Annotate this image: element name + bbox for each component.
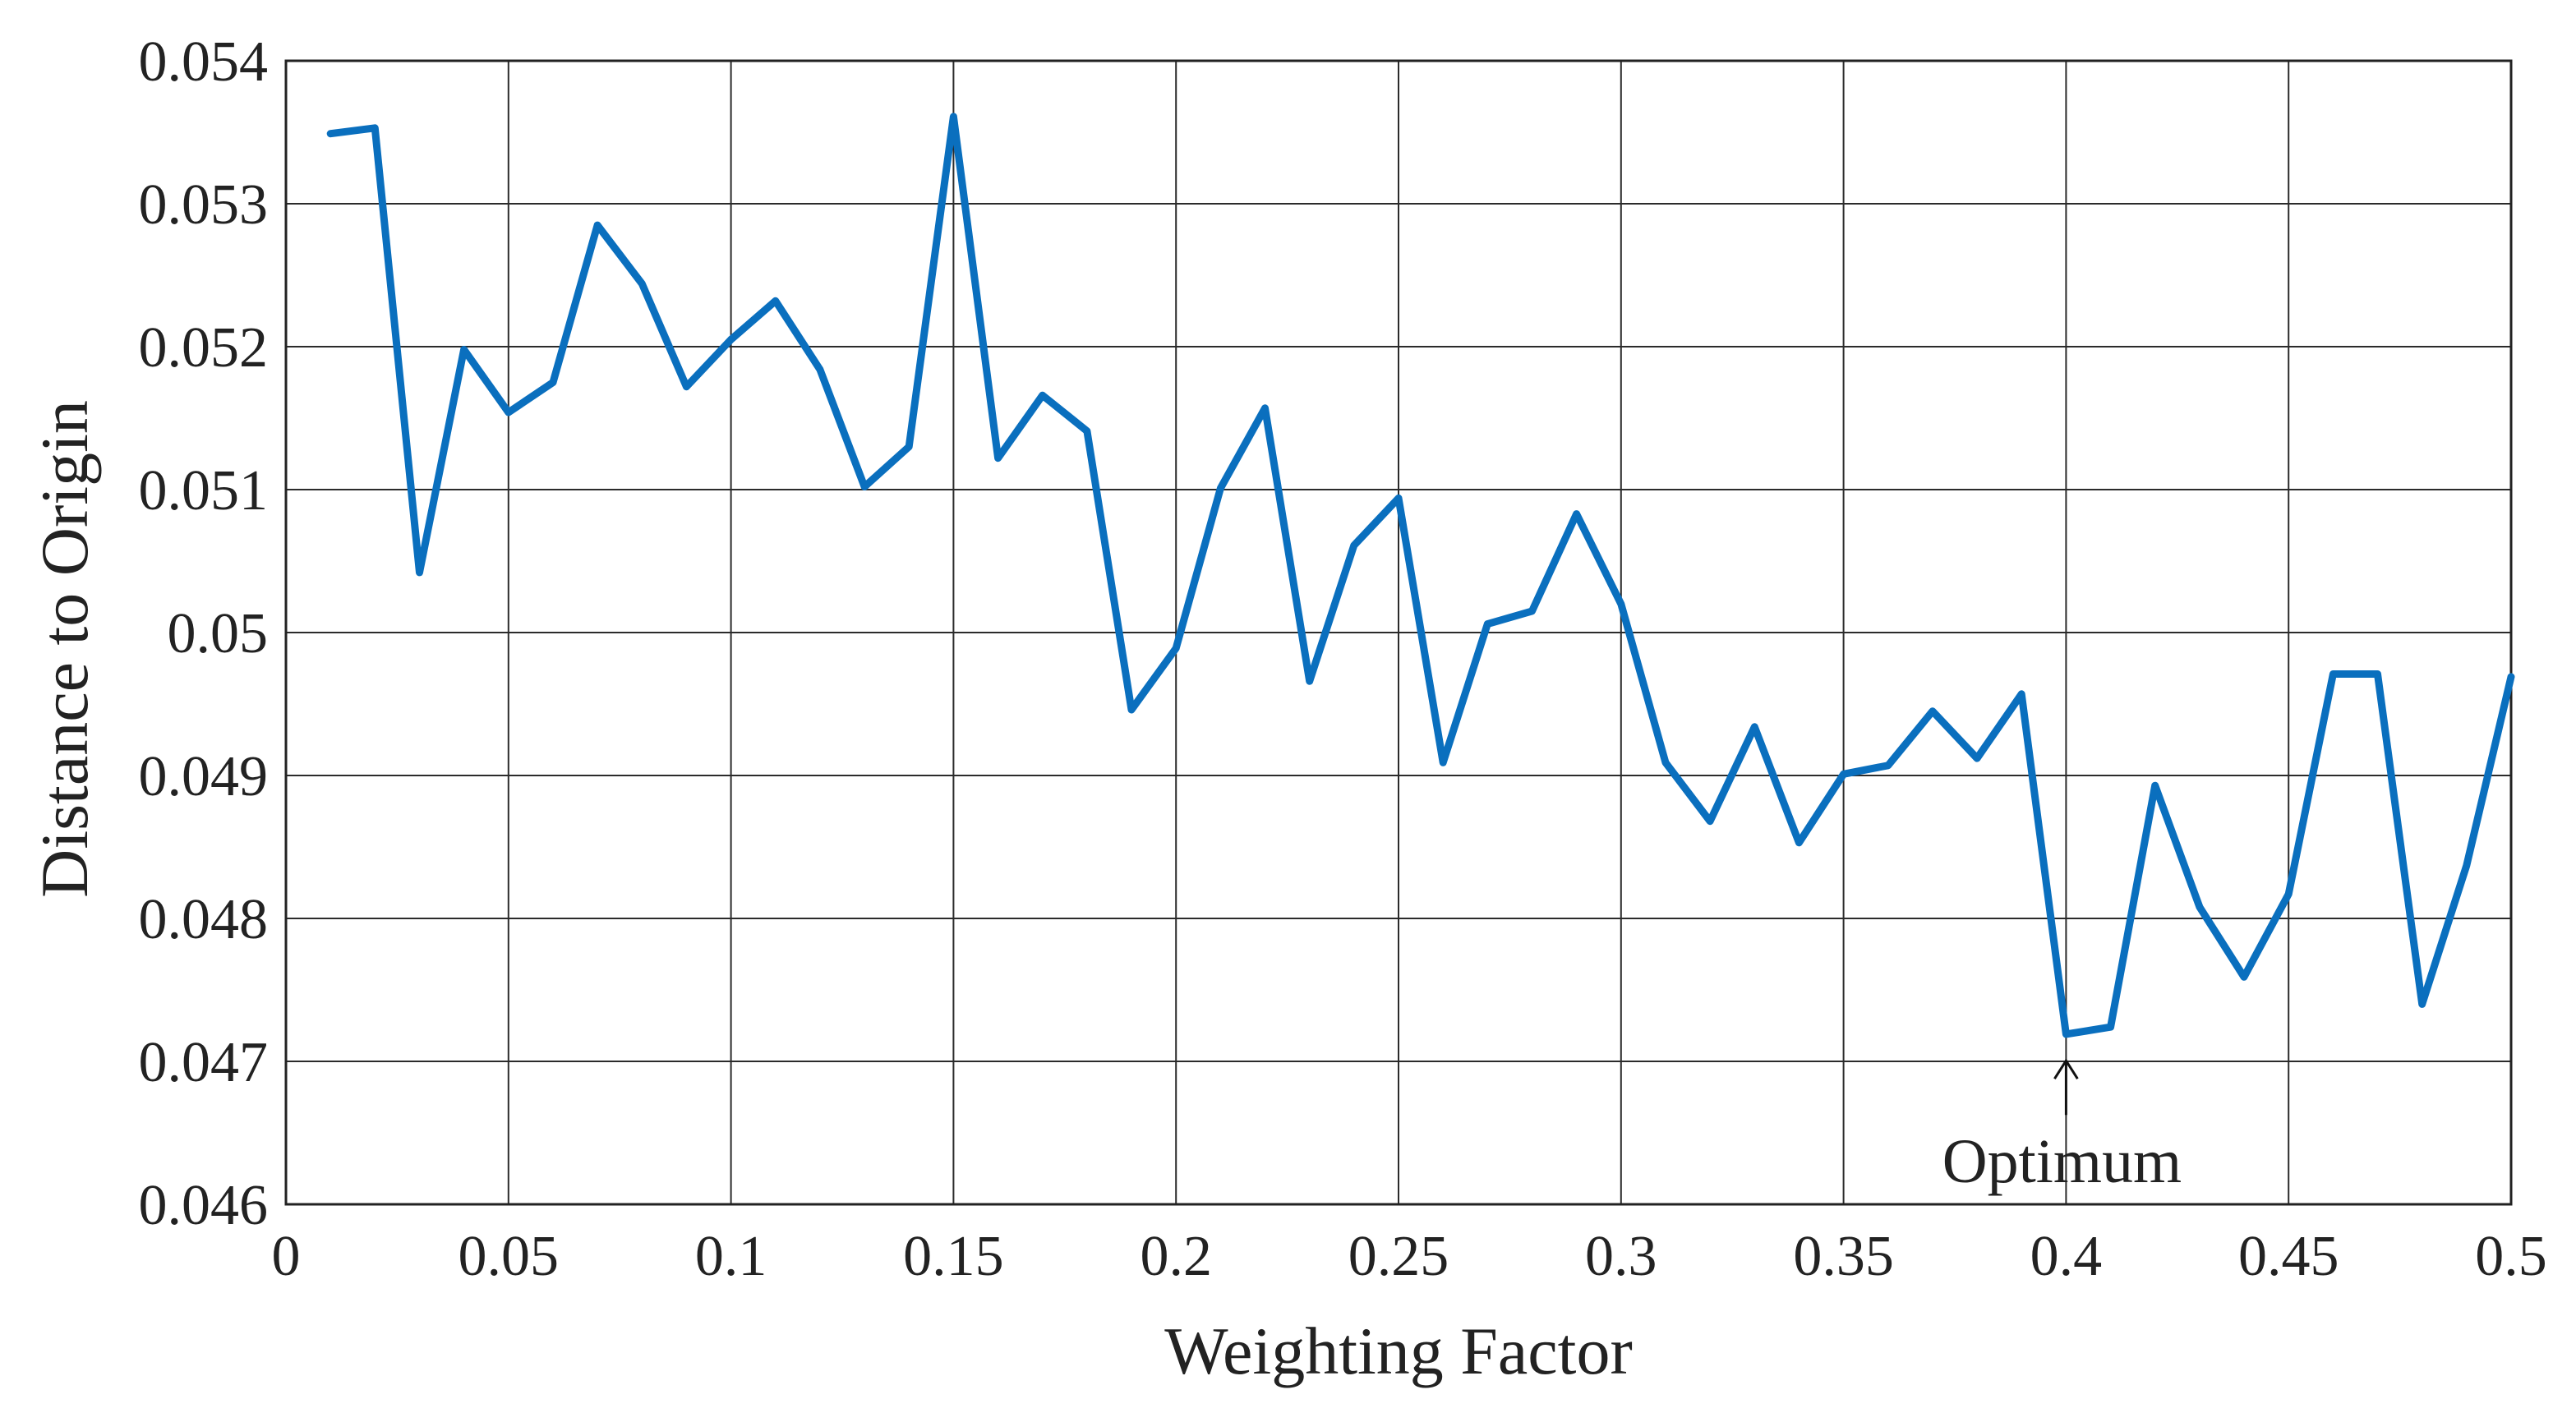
x-tick-label: 0.15 <box>903 1225 1004 1288</box>
series <box>326 113 2515 1038</box>
x-tick-label: 0.45 <box>2238 1225 2339 1288</box>
series-line <box>326 113 2515 1038</box>
x-tick-label: 0.4 <box>2030 1225 2103 1288</box>
plot-frame <box>284 59 2513 1206</box>
y-tick-label: 0.051 <box>139 459 269 522</box>
x-tick-label: 0.3 <box>1585 1225 1657 1288</box>
x-tick-label: 0 <box>272 1225 301 1288</box>
optimum-arrow-head <box>2053 1058 2079 1080</box>
y-axis-label: Distance to Origin <box>27 400 102 898</box>
y-tick-label: 0.048 <box>139 888 269 951</box>
x-tick-label: 0.2 <box>1140 1225 1212 1288</box>
y-tick-label: 0.054 <box>139 30 269 94</box>
grid <box>285 60 2512 1205</box>
optimum-annotation-label: Optimum <box>1942 1127 2182 1196</box>
y-tick-label: 0.053 <box>139 173 269 237</box>
x-tick-label: 0.25 <box>1348 1225 1449 1288</box>
y-tick-label: 0.046 <box>139 1174 269 1237</box>
annotations: Optimum <box>1942 1058 2182 1196</box>
axes: 0 0.05 0.1 0.15 0.2 0.25 0.3 0.35 0.4 0.45 0.5 0.04… <box>139 30 2547 1288</box>
x-tick-label: 0.35 <box>1793 1225 1894 1288</box>
y-tick-label: 0.05 <box>168 602 269 665</box>
y-tick-label: 0.052 <box>139 316 269 380</box>
x-tick-label: 0.1 <box>695 1225 767 1288</box>
x-tick-label: 0.05 <box>459 1225 560 1288</box>
y-tick-label: 0.049 <box>139 745 269 808</box>
x-axis-label: Weighting Factor <box>1164 1314 1633 1388</box>
y-tick-label: 0.047 <box>139 1031 269 1094</box>
x-tick-label: 0.5 <box>2475 1225 2547 1288</box>
